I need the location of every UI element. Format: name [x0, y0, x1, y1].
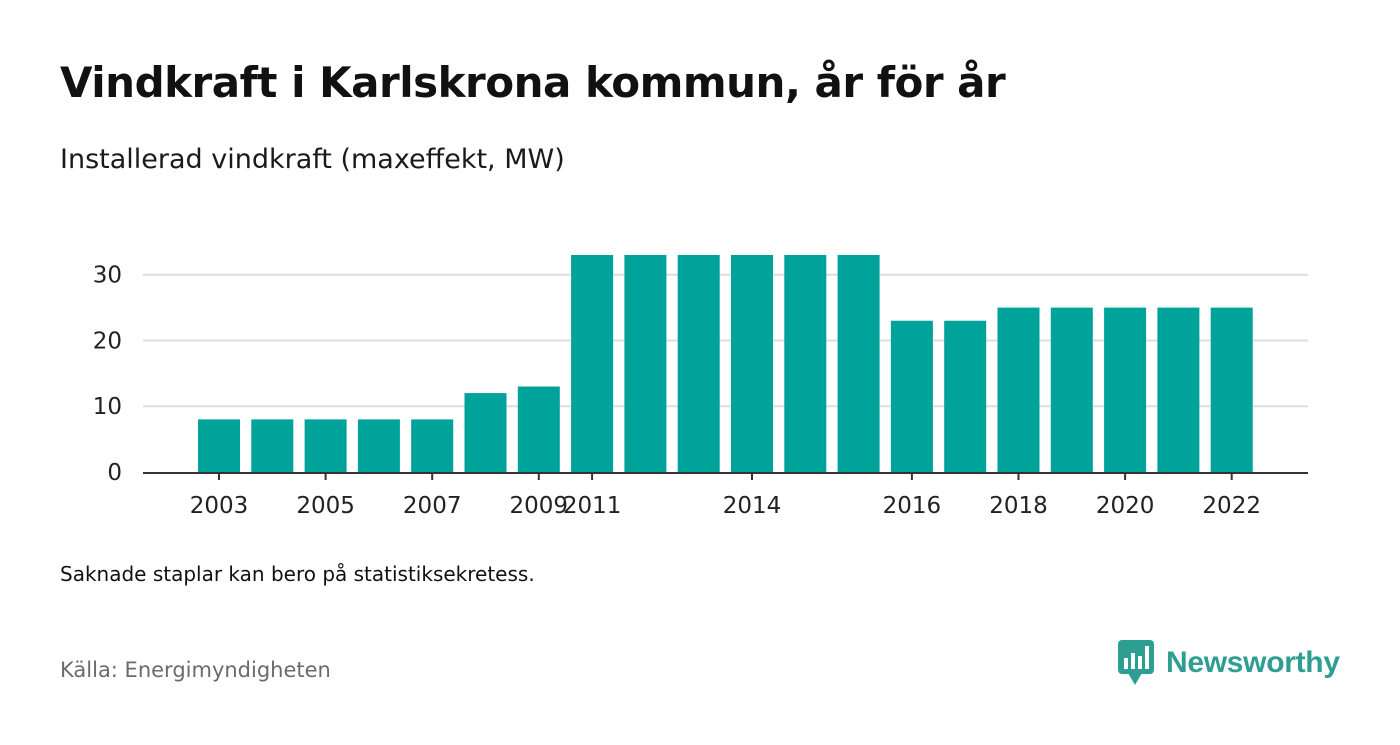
- bar-2014: [784, 255, 827, 472]
- bar-2013: [731, 255, 773, 472]
- bar-2016: [890, 320, 933, 472]
- source-label: Källa: Energimyndigheten: [60, 658, 331, 682]
- x-tick-label: 2003: [190, 493, 249, 519]
- footnote: Saknade staplar kan bero på statistiksek…: [60, 562, 535, 586]
- bar-2011: [624, 255, 667, 472]
- bar-2009: [517, 386, 560, 472]
- y-tick-label: 30: [93, 263, 122, 289]
- brand-name: Newsworthy: [1166, 646, 1340, 679]
- x-tick-label: 2018: [989, 493, 1048, 519]
- y-tick-label: 0: [107, 460, 122, 486]
- x-tick-label: 2011: [563, 493, 622, 519]
- bar-2017: [944, 320, 987, 472]
- bar-2018: [997, 307, 1040, 472]
- x-tick-label: 2009: [510, 493, 569, 519]
- bar-2022: [1210, 307, 1253, 472]
- bar-2008: [464, 393, 507, 472]
- bar-2012: [677, 255, 720, 472]
- x-tick-label: 2016: [883, 493, 942, 519]
- x-tick-label: 2007: [403, 493, 462, 519]
- x-tick-label: 2005: [296, 493, 355, 519]
- chart-title: Vindkraft i Karlskrona kommun, år för år: [60, 58, 1006, 107]
- brand-logo: Newsworthy: [1118, 640, 1340, 686]
- bars: [198, 255, 1253, 472]
- bar-2005: [304, 419, 347, 472]
- newsworthy-logo-icon: [1118, 640, 1154, 685]
- x-tick-label: 2022: [1202, 493, 1261, 519]
- bar-2015: [837, 255, 880, 472]
- x-tick-label: 2014: [723, 493, 782, 519]
- bar-2004: [251, 419, 294, 472]
- y-tick-label: 20: [93, 328, 122, 354]
- x-tick-label: 2020: [1096, 493, 1155, 519]
- bar-2003: [198, 419, 240, 472]
- bar-2021: [1157, 307, 1200, 472]
- bar-2010: [571, 255, 614, 472]
- bar-2007: [411, 419, 454, 472]
- chart-subtitle: Installerad vindkraft (maxeffekt, MW): [60, 144, 565, 175]
- y-tick-label: 10: [93, 394, 122, 420]
- bar-2006: [357, 419, 400, 472]
- bar-2020: [1104, 307, 1147, 472]
- bar-2019: [1050, 307, 1093, 472]
